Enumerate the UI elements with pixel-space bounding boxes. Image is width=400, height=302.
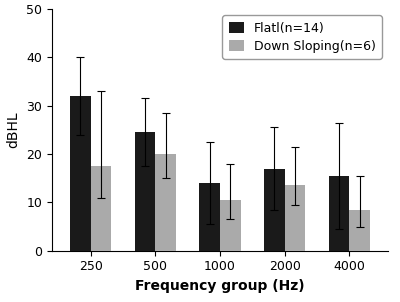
- Bar: [70, 96, 91, 251]
- Bar: [135, 132, 155, 251]
- Bar: [220, 200, 241, 251]
- Bar: [285, 185, 305, 251]
- Bar: [91, 166, 112, 251]
- Bar: [264, 169, 285, 251]
- Bar: [155, 154, 176, 251]
- X-axis label: Frequency group (Hz): Frequency group (Hz): [135, 279, 305, 293]
- Bar: [328, 176, 349, 251]
- Legend: Flatl(n=14), Down Sloping(n=6): Flatl(n=14), Down Sloping(n=6): [222, 15, 382, 59]
- Y-axis label: dBHL: dBHL: [7, 111, 21, 148]
- Bar: [349, 210, 370, 251]
- Bar: [199, 183, 220, 251]
